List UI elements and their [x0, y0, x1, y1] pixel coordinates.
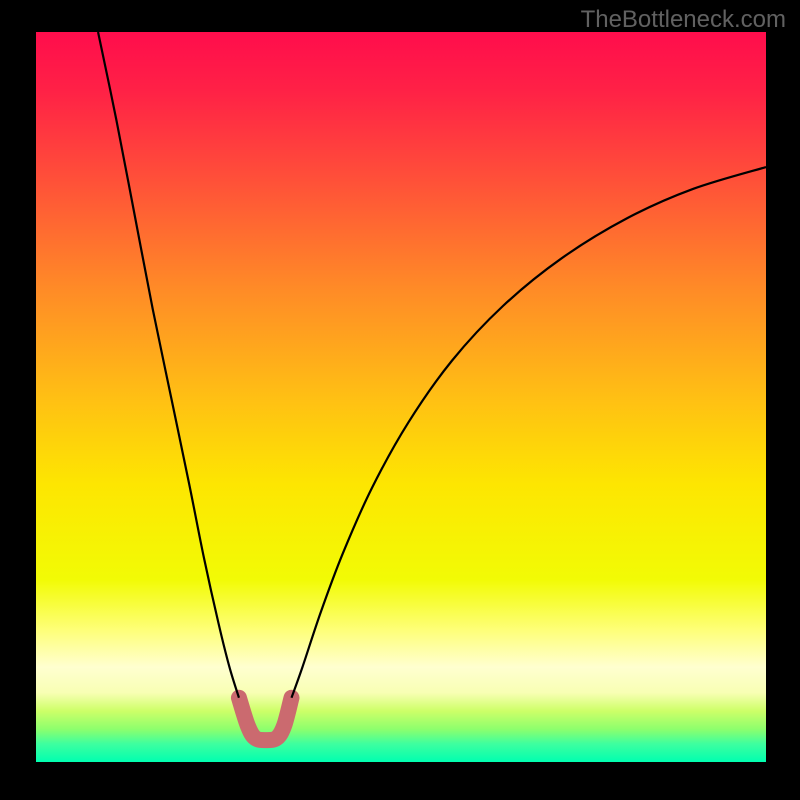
chart-svg [36, 32, 766, 762]
gradient-background [36, 32, 766, 762]
chart-plot-area [36, 32, 766, 762]
watermark-text: TheBottleneck.com [581, 6, 786, 34]
